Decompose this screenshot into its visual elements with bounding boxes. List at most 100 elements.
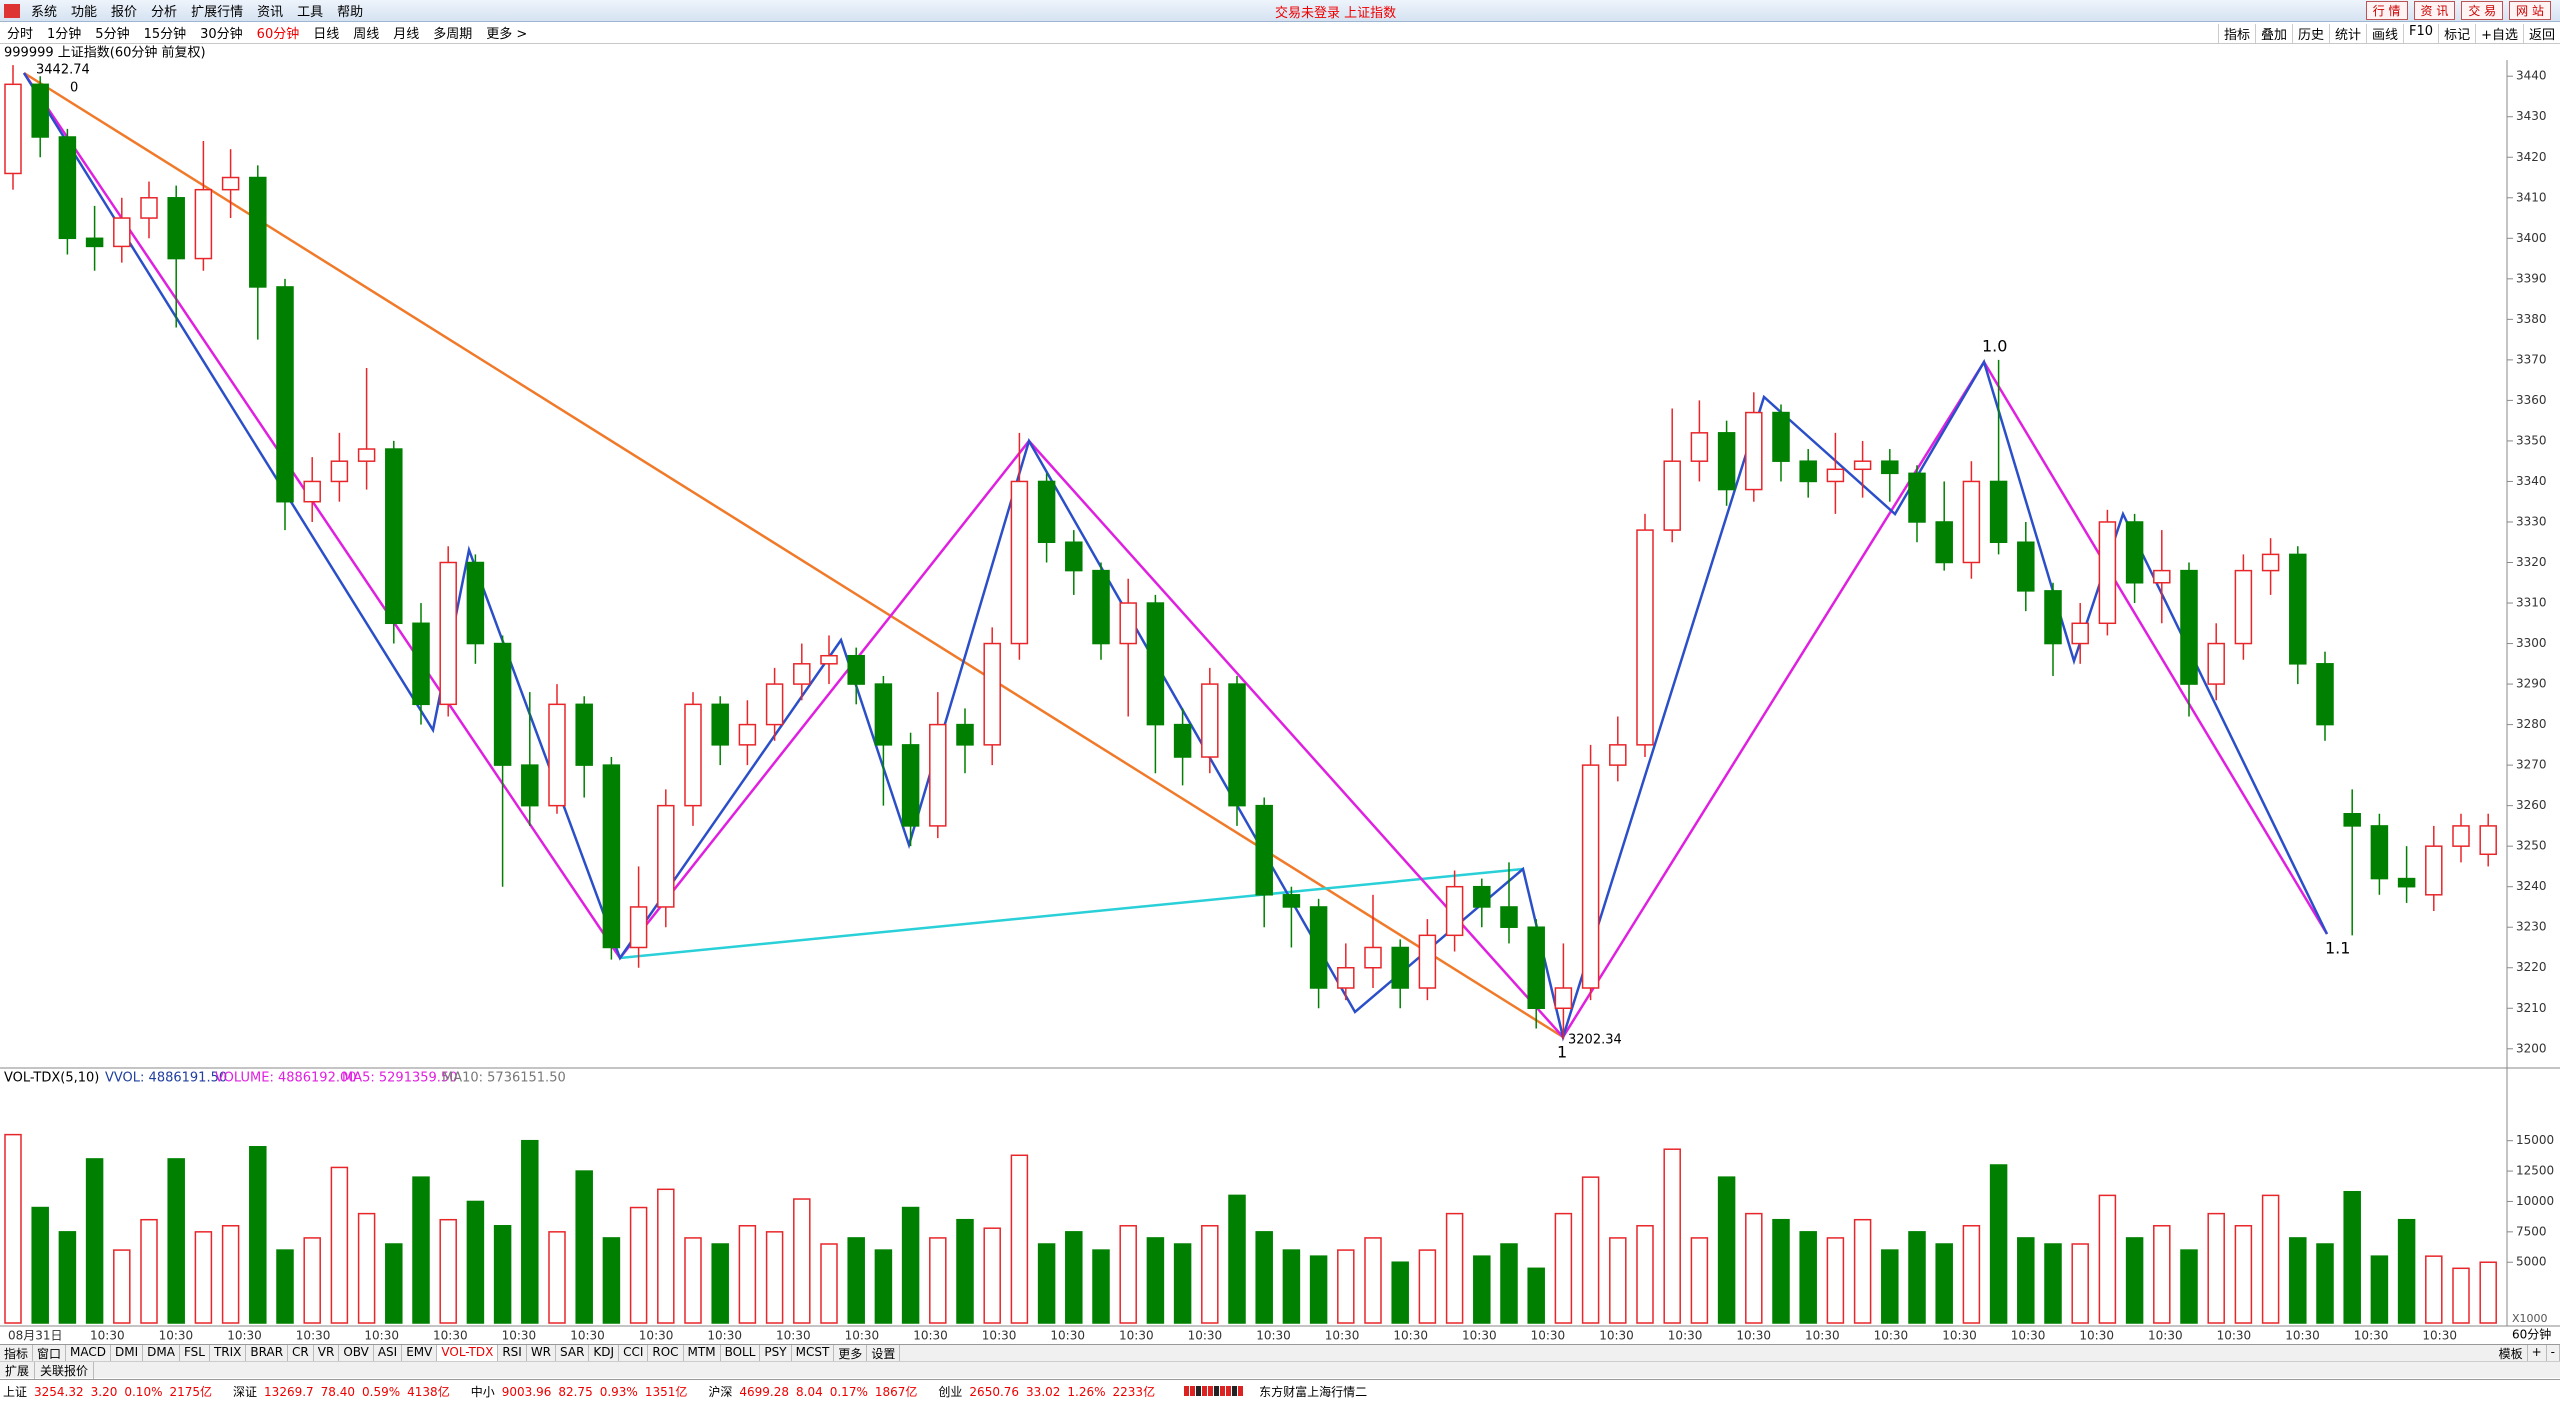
tool-button[interactable]: 统计 [2329,24,2366,43]
candle-body [1391,946,1409,989]
candle-body [2343,813,2361,827]
tab-tool[interactable]: + [2528,1345,2547,1362]
menu-item[interactable]: 功能 [71,5,98,20]
x-tick-label: 10:30 [1325,1329,1360,1343]
tool-button[interactable]: 叠加 [2254,24,2292,43]
tool-button[interactable]: 标记 [2438,24,2475,43]
x-tick-label: 10:30 [982,1329,1017,1343]
indicator-tab[interactable]: VR [314,1344,340,1362]
volume-unit: X1000 [2512,1312,2548,1325]
indicator-tab[interactable]: OBV [339,1344,374,1362]
volume-name: VOL-TDX(5,10) [4,1071,99,1086]
volume-bar [303,1237,321,1324]
menu-item[interactable]: 扩展行情 [191,5,244,20]
period-button[interactable]: 月线 [393,27,420,42]
indicator-tab[interactable]: BOLL [721,1344,761,1362]
candle-body [2425,845,2443,896]
period-button[interactable]: 日线 [313,27,340,42]
candle-body [1037,480,1056,543]
candle-body [765,683,784,726]
volume-bar [765,1231,784,1324]
volume-bar [2261,1194,2280,1324]
nav-button[interactable]: 交 易 [2461,1,2504,20]
y-tick-label: 3350 [2516,433,2547,447]
candle-body [385,448,403,625]
indicator-tab[interactable]: 更多 [834,1344,868,1362]
tab-list: 指标 窗口 MACD DMI DMA FSL TRIX BRAR CR VR OBV ASI EMV VO… [0,1344,901,1362]
indicator-tab[interactable]: EMV [402,1344,438,1362]
indicator-tab[interactable]: TRIX [210,1344,247,1362]
period-button[interactable]: 1分钟 [47,27,82,42]
indicator-tab[interactable]: FSL [180,1344,210,1362]
menu-item[interactable]: 分析 [151,5,178,20]
volume-ma5: MA5: 5291359.50 [342,1071,457,1086]
nav-button[interactable]: 资 讯 [2413,1,2456,20]
title-bar: 系统 功能 报价 分析 扩展行情 资讯 工具 帮助 交易未登录 上证指数 行 情资 讯交 易网… [0,0,2560,22]
tool-button[interactable]: 历史 [2291,24,2329,43]
period-button[interactable]: 多周期 [433,27,473,42]
indicator-tab[interactable]: PSY [760,1344,792,1362]
volume-bar [276,1249,294,1324]
menu-item[interactable]: 报价 [111,5,138,20]
menu-item[interactable]: 帮助 [337,5,364,20]
indicator-tab[interactable]: KDJ [589,1344,620,1362]
volume-bar [31,1206,49,1324]
indicator-tab[interactable]: BRAR [246,1344,289,1362]
indicator-tab[interactable]: MCST [792,1344,835,1362]
x-tick-label: 10:30 [1119,1329,1154,1343]
indicator-tab[interactable]: DMI [111,1344,144,1362]
indicator-tab[interactable]: ASI [374,1344,403,1362]
indicator-tab[interactable]: WR [527,1344,557,1362]
volume-bar [221,1225,240,1324]
indicator-tab[interactable]: 窗口 [33,1344,67,1362]
indicator-tab[interactable]: CR [288,1344,314,1362]
tool-button[interactable]: 返回 [2522,24,2560,43]
tabs-right: 模板 + - [2495,1345,2560,1362]
volume-bar [2316,1243,2334,1324]
period-button[interactable]: 60分钟 [256,27,300,42]
candle-body [929,723,947,827]
candle-body [1010,480,1029,645]
indicator-tab[interactable]: DMA [143,1344,180,1362]
indicator-tab[interactable]: RSI [498,1344,527,1362]
tab-tool[interactable]: 模板 [2495,1345,2528,1362]
indicator-tab[interactable]: MACD [66,1344,112,1362]
indicator-tab[interactable]: CCI [619,1344,649,1362]
nav-button[interactable]: 网 站 [2509,1,2551,20]
quote-name: 深证 [233,1384,258,1399]
candle-body [2479,825,2497,856]
period-button[interactable]: 分时 [7,27,34,42]
indicator-tab[interactable]: 指标 [0,1344,34,1362]
period-button[interactable]: 15分钟 [143,27,187,42]
tool-button[interactable]: +自选 [2475,24,2523,43]
indicator-tab[interactable]: MTM [684,1344,721,1362]
period-button[interactable]: 5分钟 [95,27,130,42]
indicator-tab[interactable]: VOL-TDX [437,1344,499,1362]
x-tick-label: 10:30 [845,1329,880,1343]
volume-bar [2125,1237,2144,1324]
quote-amount: 4138亿 [407,1384,450,1399]
indicator-tab[interactable]: 设置 [867,1344,901,1362]
menu-item[interactable]: 资讯 [257,5,284,20]
period-button[interactable]: 更多 > [486,27,528,42]
tool-button[interactable]: 画线 [2366,24,2403,43]
indicator-tab[interactable]: ROC [648,1344,684,1362]
menu-item[interactable]: 系统 [31,5,58,20]
sub-tab[interactable]: 关联报价 [35,1361,95,1379]
tab-tool[interactable]: - [2547,1345,2560,1362]
period-button[interactable]: 30分钟 [200,27,243,42]
menu-item[interactable]: 工具 [297,5,324,20]
candle-body [439,561,457,706]
vol-tick-label: 12500 [2516,1164,2554,1178]
volume-bar [412,1176,430,1324]
volume-bar [2153,1225,2171,1324]
quote-price: 13269.7 [264,1384,314,1399]
period-button[interactable]: 周线 [353,27,380,42]
volume-bar [1473,1255,1491,1324]
indicator-tab[interactable]: SAR [556,1344,590,1362]
nav-button[interactable]: 行 情 [2365,1,2408,20]
sub-tab[interactable]: 扩展 [0,1361,36,1379]
tool-button[interactable]: F10 [2403,24,2438,43]
volume-bar [1418,1249,1437,1324]
tool-button[interactable]: 指标 [2217,24,2255,43]
